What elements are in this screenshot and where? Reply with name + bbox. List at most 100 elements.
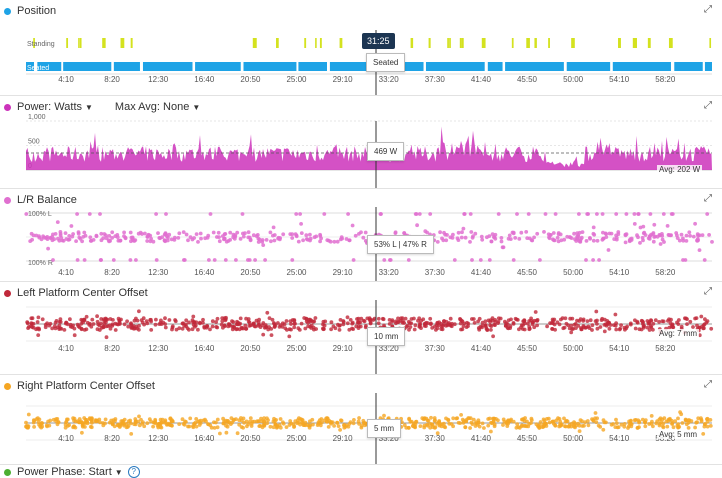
offset-point: [446, 322, 450, 327]
offset-point: [614, 327, 619, 332]
offset-point: [63, 425, 68, 430]
position-chart[interactable]: Standing Seated 4:10 8:20 12:30 16:40 20:50 25:…: [0, 0, 722, 95]
offset-point: [591, 418, 595, 423]
balance-point: [687, 230, 692, 235]
balance-chart[interactable]: 100% L 100% R 4:10 8:20 12:30 16:40 20:50 25:00…: [0, 189, 722, 281]
right-pco-title: Right Platform Center Offset: [4, 380, 155, 392]
offset-point: [572, 424, 576, 429]
expand-icon[interactable]: ⤢: [704, 100, 712, 111]
standing-segment: [120, 38, 125, 48]
offset-point: [461, 324, 466, 328]
position-tooltip: Seated: [366, 53, 406, 72]
balance-point: [438, 230, 442, 235]
offset-point: [325, 420, 330, 424]
balance-point: [305, 237, 310, 242]
offset-point: [307, 425, 312, 430]
time-tick-label: 45:50: [517, 268, 538, 277]
time-tick-label: 20:50: [240, 344, 261, 353]
offset-point: [197, 423, 202, 427]
seated-segment: [37, 62, 62, 71]
balance-point: [684, 233, 689, 238]
offset-point: [429, 322, 433, 327]
balance-point: [600, 237, 605, 242]
offset-point: [550, 327, 554, 331]
balance-point: [110, 230, 115, 235]
right-pco-chart[interactable]: 4:10 8:20 12:30 16:40 20:50 25:00 29:10 33:20 37…: [0, 375, 722, 464]
expand-icon[interactable]: ⤢: [704, 286, 712, 297]
chevron-down-icon[interactable]: ▼: [192, 102, 201, 112]
time-tick-label: 29:10: [333, 268, 354, 277]
offset-point: [241, 425, 246, 430]
power-phase-select[interactable]: Power Phase: Start: [17, 466, 112, 478]
offset-point: [142, 322, 147, 327]
offset-point: [210, 319, 215, 324]
balance-point: [46, 246, 50, 251]
expand-icon[interactable]: ⤢: [704, 4, 712, 15]
offset-point: [699, 416, 703, 421]
offset-point: [600, 316, 605, 321]
left-pco-chart[interactable]: 4:10 8:20 12:30 16:40 20:50 25:00 29:10 33:20 37…: [0, 282, 722, 374]
balance-point: [308, 232, 312, 237]
power-metric-select[interactable]: Power: Watts: [17, 101, 82, 113]
offset-point: [502, 419, 507, 424]
offset-point: [412, 424, 417, 429]
offset-point: [485, 328, 490, 332]
offset-point: [154, 317, 158, 322]
offset-point: [695, 323, 699, 328]
balance-point: [697, 248, 702, 252]
offset-point: [329, 327, 333, 332]
time-tick-label: 50:00: [563, 268, 584, 277]
max-avg-select[interactable]: Max Avg: None ▼: [115, 101, 200, 113]
balance-point: [353, 233, 358, 238]
offset-point: [686, 426, 691, 430]
right-pco-avg-label: Avg: 5 mm: [657, 430, 700, 439]
offset-point: [671, 425, 676, 430]
expand-icon[interactable]: ⤢: [704, 193, 712, 204]
balance-point: [176, 236, 181, 240]
balance-point: [261, 243, 266, 247]
chevron-down-icon[interactable]: ▼: [114, 467, 123, 477]
chevron-down-icon[interactable]: ▼: [85, 102, 93, 112]
help-icon[interactable]: ?: [127, 466, 140, 478]
balance-point: [480, 237, 485, 242]
offset-point: [261, 332, 266, 337]
time-tick-label: 20:50: [240, 434, 261, 443]
balance-point: [492, 235, 497, 239]
offset-point: [208, 327, 212, 332]
balance-point: [77, 235, 82, 240]
offset-point: [111, 318, 115, 322]
offset-point: [88, 321, 92, 326]
balance-point: [591, 238, 596, 243]
offset-point: [311, 422, 315, 427]
offset-point: [91, 322, 96, 326]
offset-point: [184, 318, 189, 323]
time-tick-label: 33:20: [379, 75, 400, 84]
balance-point: [290, 236, 295, 240]
right-pco-tooltip: 5 mm: [367, 419, 401, 438]
balance-point: [576, 233, 580, 237]
balance-point: [228, 238, 233, 242]
balance-point: [149, 236, 154, 241]
offset-point: [538, 420, 543, 424]
offset-point: [262, 416, 266, 420]
balance-point: [378, 212, 383, 216]
offset-point: [660, 417, 665, 422]
offset-point: [368, 317, 372, 322]
standing-segment: [33, 38, 35, 48]
offset-point: [153, 322, 158, 327]
offset-point: [263, 323, 268, 327]
offset-point: [527, 327, 532, 332]
offset-point: [647, 320, 652, 324]
offset-point: [336, 322, 340, 327]
offset-point: [163, 322, 168, 326]
power-chart[interactable]: 1,0005000: [0, 96, 722, 188]
offset-point: [421, 317, 426, 322]
expand-icon[interactable]: ⤢: [704, 379, 712, 390]
time-tick-label: 12:30: [148, 434, 169, 443]
offset-point: [194, 417, 199, 421]
balance-point: [684, 239, 689, 243]
offset-point: [408, 321, 412, 325]
offset-point: [68, 317, 72, 322]
offset-point: [480, 320, 485, 325]
balance-point: [632, 212, 637, 216]
